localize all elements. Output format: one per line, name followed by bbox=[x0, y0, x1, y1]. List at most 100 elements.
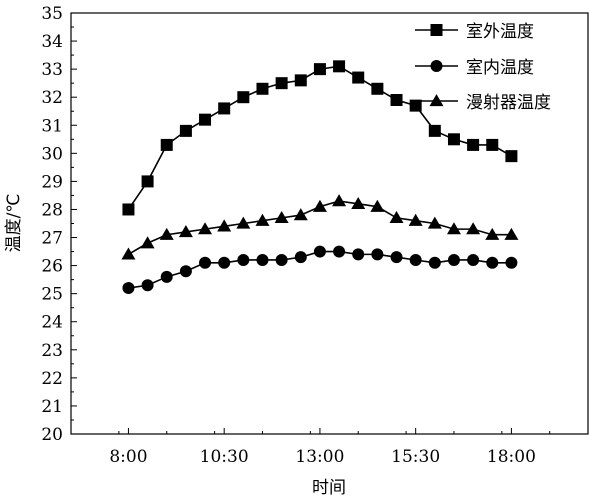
square-marker bbox=[371, 82, 384, 95]
square-marker bbox=[352, 71, 365, 84]
square-marker bbox=[160, 138, 173, 151]
triangle-marker bbox=[255, 213, 270, 226]
circle-marker bbox=[428, 256, 441, 269]
y-tick-label: 32 bbox=[41, 88, 63, 108]
x-tick-label: 18:00 bbox=[487, 447, 536, 467]
square-marker bbox=[141, 175, 154, 188]
square-marker bbox=[294, 74, 307, 87]
circle-marker bbox=[447, 253, 460, 266]
y-tick-label: 29 bbox=[41, 172, 63, 192]
square-marker bbox=[447, 133, 460, 146]
circle-marker bbox=[313, 245, 326, 258]
circle-marker bbox=[486, 256, 499, 269]
square-marker bbox=[275, 77, 288, 90]
circle-marker bbox=[199, 256, 212, 269]
square-marker bbox=[122, 203, 135, 216]
circle-marker bbox=[505, 256, 518, 269]
square-marker bbox=[237, 91, 250, 104]
triangle-marker bbox=[198, 222, 213, 235]
circle-marker bbox=[179, 265, 192, 278]
triangle-marker bbox=[312, 199, 327, 212]
y-tick-label: 23 bbox=[41, 341, 63, 361]
y-tick-label: 33 bbox=[41, 60, 63, 80]
triangle-marker bbox=[332, 194, 347, 207]
legend-entry-3: 漫射器温度 bbox=[415, 93, 551, 113]
triangle-marker bbox=[389, 210, 404, 224]
triangle-marker bbox=[504, 227, 519, 240]
x-tick-label: 8:00 bbox=[109, 447, 147, 467]
y-tick-label: 35 bbox=[41, 4, 63, 24]
square-marker bbox=[467, 138, 480, 151]
square-marker bbox=[409, 99, 422, 112]
triangle-marker bbox=[370, 199, 385, 212]
series-2 bbox=[122, 245, 518, 295]
x-tick-label: 13:00 bbox=[295, 447, 344, 467]
triangle-marker bbox=[121, 247, 136, 260]
triangle-marker bbox=[427, 216, 442, 229]
square-marker bbox=[505, 150, 518, 163]
circle-marker bbox=[333, 245, 346, 258]
legend-label: 室内温度 bbox=[466, 58, 534, 78]
square-marker bbox=[390, 94, 403, 107]
y-tick-label: 22 bbox=[41, 369, 63, 389]
y-tick-label: 21 bbox=[41, 397, 63, 417]
x-tick-label: 15:30 bbox=[391, 447, 440, 467]
circle-marker bbox=[430, 60, 443, 72]
square-marker bbox=[256, 82, 269, 95]
square-marker bbox=[313, 63, 326, 76]
y-tick-label: 34 bbox=[41, 32, 63, 52]
triangle-marker bbox=[236, 216, 251, 229]
series-3 bbox=[121, 194, 519, 260]
triangle-marker bbox=[274, 210, 289, 224]
triangle-marker bbox=[446, 222, 461, 235]
square-marker bbox=[199, 113, 212, 126]
y-tick-label: 26 bbox=[41, 257, 63, 277]
triangle-marker bbox=[351, 196, 366, 210]
square-marker bbox=[179, 124, 192, 137]
y-axis-title: 温度/℃ bbox=[4, 194, 24, 253]
square-marker bbox=[430, 24, 443, 36]
y-tick-label: 30 bbox=[41, 144, 63, 164]
square-marker bbox=[218, 102, 231, 115]
legend-label: 室外温度 bbox=[466, 22, 534, 42]
y-axis: 20 21 22 23 24 25 26 27 28 29 30 31 32 33 34 35 bbox=[41, 4, 77, 445]
x-axis-title: 时间 bbox=[312, 478, 346, 498]
triangle-marker bbox=[466, 222, 481, 235]
series-1 bbox=[122, 60, 518, 216]
square-marker bbox=[486, 138, 499, 151]
y-tick-label: 20 bbox=[41, 425, 63, 445]
y-tick-label: 28 bbox=[41, 200, 63, 220]
circle-marker bbox=[467, 253, 480, 266]
circle-marker bbox=[218, 256, 231, 269]
square-marker bbox=[333, 60, 346, 73]
circle-marker bbox=[160, 270, 173, 283]
circle-marker bbox=[352, 248, 365, 261]
triangle-marker bbox=[217, 219, 232, 232]
triangle-marker bbox=[293, 208, 308, 221]
series-layer bbox=[121, 60, 519, 295]
circle-marker bbox=[409, 253, 422, 266]
circle-marker bbox=[256, 253, 269, 266]
circle-marker bbox=[275, 253, 288, 266]
circle-marker bbox=[294, 251, 307, 264]
triangle-marker bbox=[485, 227, 500, 240]
legend-entry-1: 室外温度 bbox=[415, 22, 534, 42]
y-tick-label: 25 bbox=[41, 285, 63, 305]
circle-marker bbox=[371, 248, 384, 261]
legend-label: 漫射器温度 bbox=[466, 93, 551, 113]
x-tick-label: 10:30 bbox=[200, 447, 249, 467]
legend-entry-2: 室内温度 bbox=[415, 58, 534, 78]
triangle-marker bbox=[140, 236, 155, 249]
triangle-marker bbox=[408, 213, 423, 226]
triangle-marker bbox=[159, 227, 174, 240]
y-tick-label: 27 bbox=[41, 229, 63, 249]
square-marker bbox=[428, 124, 441, 137]
circle-marker bbox=[390, 251, 403, 264]
y-tick-label: 24 bbox=[41, 313, 63, 333]
circle-marker bbox=[141, 279, 154, 292]
circle-marker bbox=[122, 282, 135, 295]
x-axis: 8:00 10:30 13:00 15:30 18:00 bbox=[109, 428, 551, 467]
circle-marker bbox=[237, 253, 250, 266]
triangle-marker bbox=[429, 94, 444, 107]
